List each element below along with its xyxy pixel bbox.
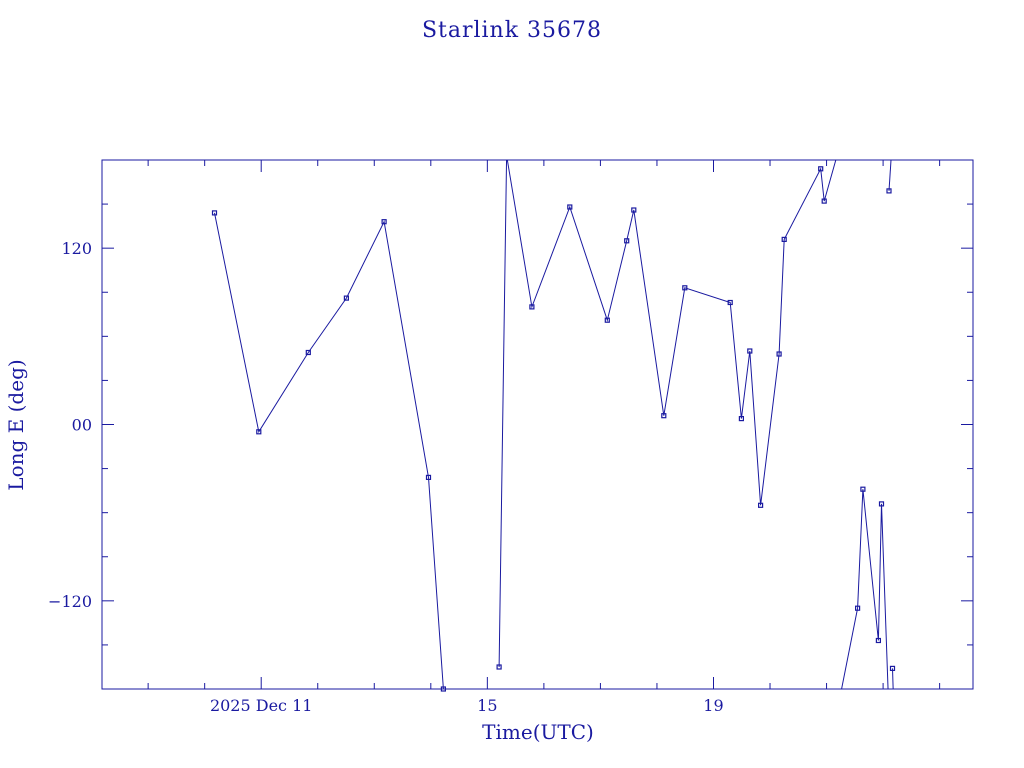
series-line-segment: [888, 160, 892, 191]
series-line-segment: [841, 489, 889, 689]
data-point: [738, 416, 745, 422]
data-point: [757, 502, 764, 508]
data-point: [661, 413, 667, 419]
y-tick-label: 00: [72, 416, 92, 435]
data-point: [878, 501, 885, 507]
series-track: [214, 160, 894, 689]
data-point: [425, 474, 432, 480]
data-point: [624, 238, 630, 244]
data-point: [343, 295, 349, 301]
data-point: [886, 188, 892, 194]
x-tick-label: 19: [703, 696, 723, 715]
data-point: [889, 665, 896, 672]
data-point: [381, 219, 387, 225]
data-point: [305, 349, 311, 356]
data-point: [875, 637, 882, 644]
y-tick-label: −120: [48, 592, 92, 611]
series-line-segment: [214, 212, 444, 689]
data-point: [631, 207, 637, 213]
data-point: [529, 304, 535, 310]
y-axis-label: Long E (deg): [4, 359, 28, 490]
y-axis-ticks: 120 00 −120: [48, 203, 973, 646]
data-point: [860, 486, 866, 492]
data-point: [256, 429, 262, 435]
data-points: [211, 166, 896, 692]
data-point: [211, 210, 218, 216]
series-line-segment: [498, 160, 837, 668]
data-point: [567, 204, 573, 210]
data-point: [440, 686, 446, 692]
x-axis-label: Time(UTC): [482, 720, 594, 744]
data-point: [821, 198, 827, 204]
series-line-segment: [892, 668, 894, 689]
x-tick-label: 2025 Dec 11: [210, 696, 313, 715]
x-tick-label: 15: [477, 696, 497, 715]
data-point: [854, 605, 861, 611]
data-point: [682, 285, 688, 291]
plot-frame: [101, 159, 974, 690]
data-point: [781, 236, 787, 242]
chart-title: Starlink 35678: [422, 18, 602, 43]
x-axis-ticks: 2025 Dec 11 15 19: [147, 160, 941, 715]
y-tick-label: 120: [61, 239, 92, 258]
data-point: [496, 664, 502, 670]
data-point: [727, 299, 733, 306]
data-point: [818, 166, 824, 172]
data-point: [747, 348, 753, 354]
data-point: [776, 351, 782, 357]
data-point: [604, 317, 610, 323]
